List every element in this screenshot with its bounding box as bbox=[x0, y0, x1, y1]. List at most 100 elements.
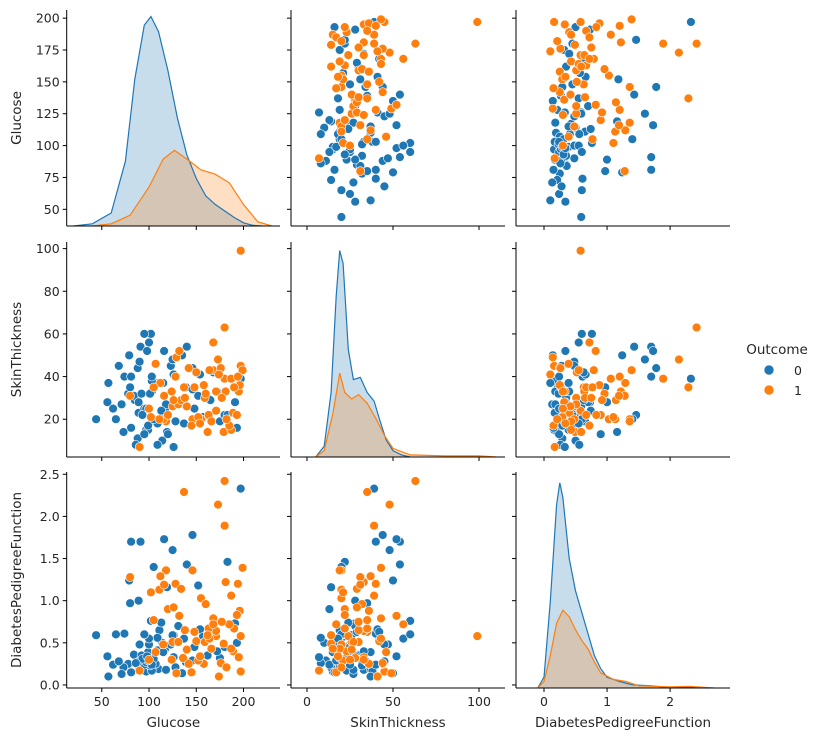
scatter-point-0 bbox=[126, 536, 136, 547]
scatter-point-0 bbox=[646, 165, 656, 175]
scatter-point-0 bbox=[395, 559, 405, 570]
scatter-point-1 bbox=[587, 382, 598, 392]
scatter-point-1 bbox=[614, 391, 624, 401]
x-axis-label-skinthickness: SkinThickness bbox=[350, 715, 445, 731]
scatter-point-0 bbox=[405, 629, 415, 640]
scatter-point-0 bbox=[577, 147, 587, 157]
scatter-point-1 bbox=[208, 337, 219, 348]
scatter-point-1 bbox=[204, 365, 215, 375]
scatter-point-1 bbox=[590, 346, 601, 356]
scatter-point-0 bbox=[560, 346, 571, 356]
scatter-point-1 bbox=[353, 625, 364, 635]
scatter-point-1 bbox=[590, 100, 601, 110]
scatter-point-1 bbox=[161, 565, 171, 576]
scatter-point-1 bbox=[206, 416, 217, 427]
scatter-point-1 bbox=[410, 38, 421, 49]
scatter-point-1 bbox=[155, 378, 166, 388]
scatter-point-0 bbox=[602, 154, 612, 165]
scatter-point-0 bbox=[139, 329, 150, 339]
scatter-point-0 bbox=[116, 669, 127, 679]
scatter-point-0 bbox=[577, 185, 587, 195]
scatter-point-1 bbox=[314, 153, 324, 164]
scatter-point-1 bbox=[595, 115, 606, 125]
scatter-point-1 bbox=[548, 103, 558, 114]
scatter-point-0 bbox=[365, 195, 376, 206]
scatter-point-0 bbox=[143, 420, 153, 431]
scatter-point-1 bbox=[362, 134, 372, 144]
y-tick-label: 20 bbox=[44, 412, 60, 427]
scatter-point-0 bbox=[137, 410, 148, 420]
scatter-point-0 bbox=[379, 181, 390, 192]
scatter-point-0 bbox=[103, 671, 114, 682]
scatter-point-0 bbox=[236, 483, 246, 494]
scatter-point-0 bbox=[405, 147, 415, 157]
scatter-point-1 bbox=[558, 110, 568, 120]
scatter-point-1 bbox=[213, 354, 223, 365]
scatter-point-1 bbox=[563, 132, 574, 142]
scatter-point-1 bbox=[566, 30, 576, 40]
y-tick-label: 2.0 bbox=[40, 509, 60, 524]
scatter-point-1 bbox=[144, 403, 154, 414]
scatter-point-1 bbox=[219, 520, 230, 531]
scatter-point-1 bbox=[338, 587, 348, 597]
y-tick-label: 150 bbox=[36, 74, 60, 89]
scatter-point-0 bbox=[613, 74, 624, 85]
scatter-point-1 bbox=[364, 66, 374, 77]
scatter-point-1 bbox=[359, 654, 369, 665]
scatter-point-1 bbox=[555, 363, 566, 373]
scatter-point-1 bbox=[573, 365, 584, 375]
scatter-point-1 bbox=[369, 520, 379, 531]
scatter-point-1 bbox=[353, 42, 364, 53]
scatter-point-0 bbox=[136, 389, 147, 399]
scatter-point-1 bbox=[331, 83, 341, 93]
scatter-point-0 bbox=[108, 403, 118, 414]
scatter-point-1 bbox=[191, 367, 202, 377]
scatter-point-1 bbox=[576, 61, 586, 72]
scatter-point-1 bbox=[159, 579, 169, 590]
scatter-point-1 bbox=[174, 611, 185, 621]
scatter-point-0 bbox=[168, 442, 179, 452]
scatter-point-0 bbox=[545, 378, 555, 388]
scatter-point-0 bbox=[391, 120, 402, 130]
kde-fill-1 bbox=[315, 373, 497, 457]
scatter-point-1 bbox=[167, 386, 177, 397]
scatter-point-1 bbox=[566, 425, 576, 435]
scatter-point-1 bbox=[545, 369, 555, 380]
scatter-point-0 bbox=[391, 651, 402, 661]
scatter-point-1 bbox=[558, 386, 568, 397]
scatter-point-1 bbox=[624, 82, 635, 92]
scatter-point-1 bbox=[149, 382, 159, 392]
scatter-point-0 bbox=[398, 140, 408, 151]
scatter-point-1 bbox=[691, 38, 702, 49]
scatter-point-1 bbox=[331, 619, 341, 629]
scatter-point-1 bbox=[683, 93, 694, 104]
scatter-point-1 bbox=[159, 391, 169, 401]
scatter-point-1 bbox=[347, 644, 357, 655]
scatter-point-1 bbox=[608, 138, 619, 148]
scatter-point-0 bbox=[560, 442, 570, 452]
scatter-point-1 bbox=[374, 77, 384, 87]
scatter-point-0 bbox=[126, 667, 136, 677]
scatter-point-0 bbox=[573, 337, 584, 348]
scatter-point-1 bbox=[355, 166, 365, 176]
y-tick-label: 0.0 bbox=[40, 677, 60, 692]
scatter-point-1 bbox=[584, 54, 595, 64]
scatter-point-1 bbox=[345, 654, 355, 665]
scatter-point-0 bbox=[388, 167, 398, 178]
scatter-point-0 bbox=[548, 165, 559, 175]
scatter-point-0 bbox=[648, 346, 658, 356]
scatter-point-0 bbox=[640, 354, 650, 365]
scatter-point-1 bbox=[586, 42, 596, 53]
scatter-point-1 bbox=[398, 54, 408, 64]
scatter-point-0 bbox=[139, 629, 150, 640]
scatter-point-0 bbox=[114, 656, 124, 667]
scatter-point-0 bbox=[398, 633, 408, 644]
scatter-point-0 bbox=[355, 74, 365, 85]
scatter-point-1 bbox=[560, 418, 571, 429]
scatter-point-1 bbox=[221, 662, 232, 672]
scatter-point-1 bbox=[619, 166, 630, 176]
kde-line-1 bbox=[315, 372, 497, 458]
scatter-point-1 bbox=[575, 246, 586, 256]
scatter-point-1 bbox=[355, 579, 365, 590]
